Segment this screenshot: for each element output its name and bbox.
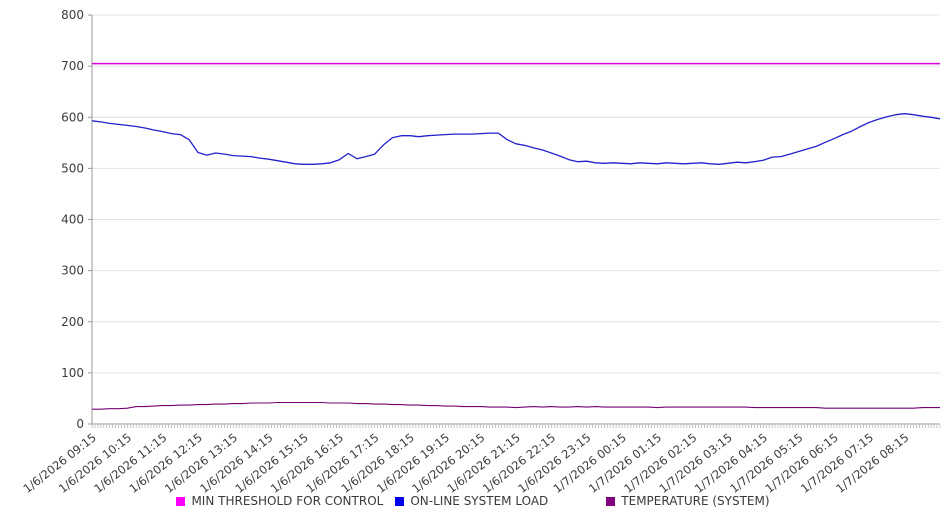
series-line-online-system-load [91, 113, 941, 165]
y-tick-label: 400 [61, 213, 84, 227]
legend-item-min-threshold: MIN THRESHOLD FOR CONTROL [176, 494, 383, 508]
y-tick-label: 200 [61, 315, 84, 329]
legend: MIN THRESHOLD FOR CONTROL ON-LINE SYSTEM … [0, 494, 946, 508]
y-tick-label: 600 [61, 110, 84, 124]
legend-label-online-system-load: ON-LINE SYSTEM LOAD [410, 494, 549, 508]
legend-item-temperature-system: TEMPERATURE (SYSTEM) [606, 494, 770, 508]
legend-label-min-threshold: MIN THRESHOLD FOR CONTROL [191, 494, 384, 508]
y-tick-label: 300 [61, 264, 84, 278]
y-tick-label: 100 [61, 366, 84, 380]
legend-swatch-online-system-load [395, 496, 405, 506]
series-line-temperature-system [92, 401, 940, 410]
legend-swatch-min-threshold [176, 496, 186, 506]
y-tick-label: 500 [61, 161, 84, 175]
y-tick-label: 800 [61, 8, 84, 22]
legend-swatch-temperature-system [606, 496, 616, 506]
legend-item-online-system-load: ON-LINE SYSTEM LOAD [395, 494, 548, 508]
y-tick-label: 0 [76, 417, 84, 431]
y-tick-label: 700 [61, 59, 84, 73]
legend-label-temperature-system: TEMPERATURE (SYSTEM) [621, 494, 770, 508]
